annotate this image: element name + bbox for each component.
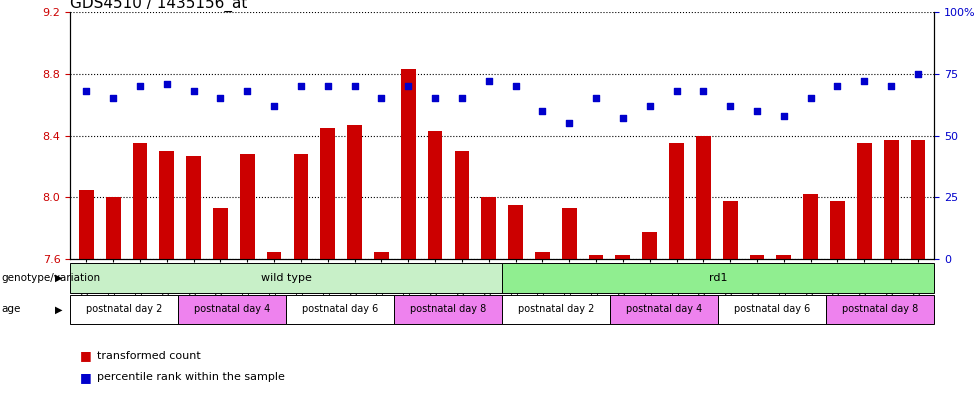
Bar [240,154,254,259]
Bar [70,263,502,293]
Point [133,83,148,89]
Text: ■: ■ [80,371,92,384]
Point [320,83,335,89]
Point [749,108,764,114]
Point [695,88,711,94]
Bar [374,252,389,259]
Text: ▶: ▶ [55,305,62,314]
Text: wild type: wild type [260,273,312,283]
Point [240,88,255,94]
Text: ▶: ▶ [55,273,62,283]
Text: postnatal day 8: postnatal day 8 [842,305,918,314]
Bar [267,252,282,259]
Bar [482,197,496,259]
Text: age: age [1,305,20,314]
Point [802,95,818,101]
Bar [750,255,764,259]
Point [588,95,604,101]
Point [266,103,282,109]
Text: postnatal day 8: postnatal day 8 [410,305,487,314]
Bar [830,200,845,259]
Bar [133,143,147,259]
Point [508,83,524,89]
Text: postnatal day 6: postnatal day 6 [734,305,810,314]
Text: GDS4510 / 1435156_at: GDS4510 / 1435156_at [70,0,248,12]
Text: postnatal day 2: postnatal day 2 [518,305,595,314]
Bar [535,252,550,259]
Bar [178,295,287,324]
Bar [287,295,394,324]
Bar [79,190,94,259]
Point [910,70,925,77]
Bar [186,156,201,259]
Point [722,103,738,109]
Bar [508,205,523,259]
Point [213,95,228,101]
Bar [610,295,718,324]
Point [454,95,470,101]
Bar [70,295,178,324]
Point [373,95,389,101]
Point [159,81,175,87]
Text: postnatal day 4: postnatal day 4 [194,305,270,314]
Bar [776,255,791,259]
Point [105,95,121,101]
Point [186,88,202,94]
Bar [562,208,576,259]
Bar [696,136,711,259]
Text: postnatal day 4: postnatal day 4 [626,305,702,314]
Point [79,88,95,94]
Bar [214,208,228,259]
Point [615,115,631,121]
Bar [803,195,818,259]
Text: postnatal day 2: postnatal day 2 [86,305,163,314]
Bar [401,69,415,259]
Bar [159,151,175,259]
Bar [722,200,737,259]
Point [401,83,416,89]
Bar [589,255,604,259]
Bar [454,151,469,259]
Text: rd1: rd1 [709,273,727,283]
Point [427,95,443,101]
Point [347,83,363,89]
Bar [428,131,443,259]
Bar [321,128,335,259]
Point [856,78,872,84]
Point [776,113,792,119]
Text: ■: ■ [80,349,92,362]
Bar [502,263,934,293]
Bar [718,295,826,324]
Text: transformed count: transformed count [98,351,201,361]
Bar [911,140,925,259]
Bar [105,197,121,259]
Bar [643,231,657,259]
Bar [826,295,934,324]
Point [669,88,684,94]
Bar [615,255,630,259]
Text: postnatal day 6: postnatal day 6 [302,305,378,314]
Point [883,83,899,89]
Bar [502,295,610,324]
Point [642,103,657,109]
Bar [394,295,502,324]
Bar [883,140,899,259]
Point [830,83,845,89]
Point [481,78,496,84]
Text: percentile rank within the sample: percentile rank within the sample [98,372,286,382]
Bar [669,143,683,259]
Point [293,83,309,89]
Point [534,108,550,114]
Bar [347,125,362,259]
Text: genotype/variation: genotype/variation [1,273,100,283]
Point [562,120,577,127]
Bar [857,143,872,259]
Bar [293,154,308,259]
